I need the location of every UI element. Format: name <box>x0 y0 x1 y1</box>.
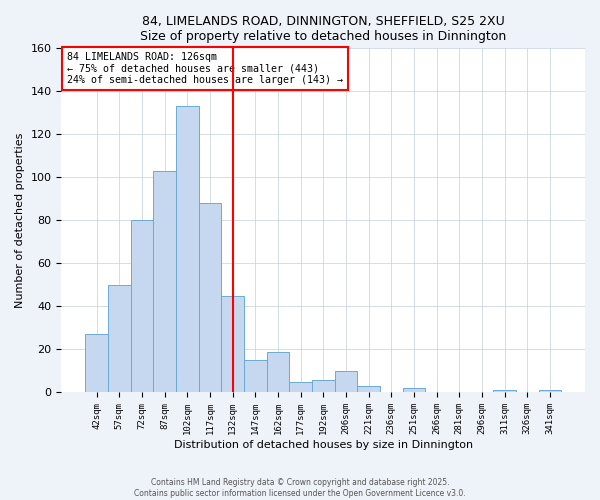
Bar <box>176 106 199 393</box>
Bar <box>131 220 153 392</box>
Text: Contains HM Land Registry data © Crown copyright and database right 2025.
Contai: Contains HM Land Registry data © Crown c… <box>134 478 466 498</box>
Bar <box>199 203 221 392</box>
Bar <box>539 390 561 392</box>
Bar <box>289 382 312 392</box>
Bar <box>357 386 380 392</box>
X-axis label: Distribution of detached houses by size in Dinnington: Distribution of detached houses by size … <box>173 440 473 450</box>
Bar <box>85 334 108 392</box>
Bar <box>266 352 289 393</box>
Bar <box>335 371 357 392</box>
Bar <box>244 360 266 392</box>
Bar <box>221 296 244 392</box>
Text: 84 LIMELANDS ROAD: 126sqm
← 75% of detached houses are smaller (443)
24% of semi: 84 LIMELANDS ROAD: 126sqm ← 75% of detac… <box>67 52 343 85</box>
Title: 84, LIMELANDS ROAD, DINNINGTON, SHEFFIELD, S25 2XU
Size of property relative to : 84, LIMELANDS ROAD, DINNINGTON, SHEFFIEL… <box>140 15 506 43</box>
Bar <box>403 388 425 392</box>
Bar <box>493 390 516 392</box>
Y-axis label: Number of detached properties: Number of detached properties <box>15 132 25 308</box>
Bar <box>108 285 131 393</box>
Bar <box>312 380 335 392</box>
Bar <box>153 171 176 392</box>
